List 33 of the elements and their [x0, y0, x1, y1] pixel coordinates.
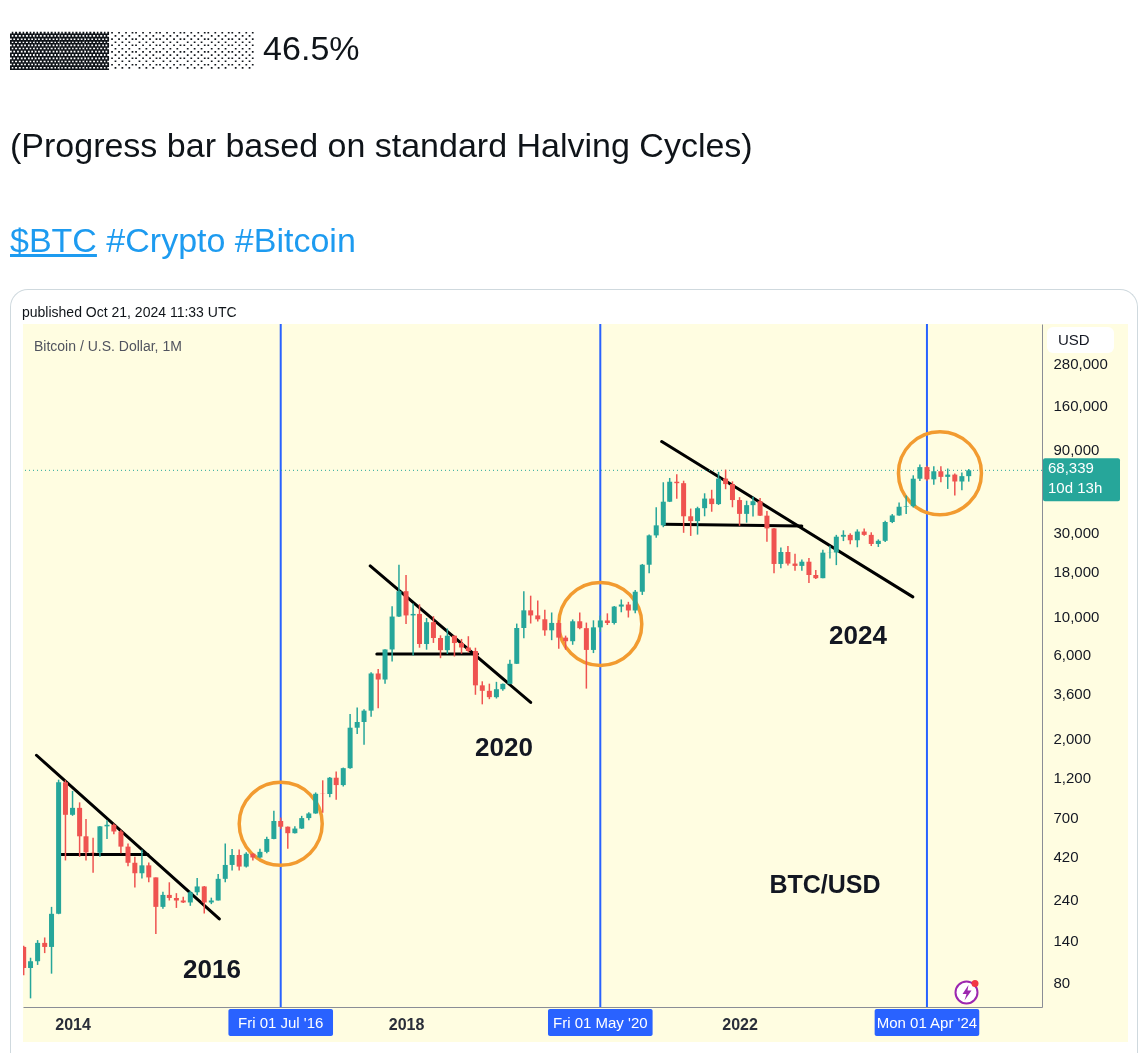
- y-tick-label: 6,000: [1053, 646, 1092, 664]
- text: Bitcoin / U.S. Dollar, 1M: [34, 337, 182, 355]
- text: (Progress bar based on standard Halving Cycles): [10, 125, 753, 165]
- y-tick-label: 420: [1053, 848, 1079, 866]
- annotation: BTC/USD: [769, 870, 881, 898]
- y-tick-label: 3,600: [1053, 685, 1092, 703]
- y-tick-label: 18,000: [1053, 563, 1100, 581]
- y-tick-label: 700: [1053, 809, 1079, 827]
- y-axis-title: USD: [1047, 327, 1114, 353]
- y-tick-label: 30,000: [1053, 524, 1100, 542]
- y-tick-label: 280,000: [1053, 354, 1108, 372]
- text: $BTC #Crypto #Bitcoin: [10, 220, 356, 260]
- text: published Oct 21, 2024 11:33 UTC: [22, 303, 237, 321]
- y-tick-label: 2,000: [1053, 729, 1092, 747]
- x-tick-label: 2022: [722, 1015, 758, 1033]
- x-tick-label: 2018: [388, 1015, 425, 1033]
- annotation: 2024: [829, 620, 888, 650]
- ref-line-label: Mon 01 Apr '24: [876, 1014, 978, 1031]
- y-tick-label: 240: [1053, 890, 1079, 908]
- y-tick-label: 140: [1053, 931, 1079, 949]
- annotation: 2020: [475, 732, 533, 762]
- y-tick-label: 1,200: [1053, 768, 1092, 786]
- y-tick-label: 90,000: [1053, 440, 1100, 458]
- annotation: 2016: [183, 954, 241, 984]
- x-tick-label: 2014: [55, 1015, 91, 1033]
- y-tick-label: 160,000: [1053, 397, 1108, 415]
- y-tick-label: 10,000: [1053, 607, 1100, 625]
- text: 10d 13h: [1048, 479, 1103, 497]
- text: ▓▓▓▓░░░░░░ 46.5%: [10, 28, 360, 68]
- ref-line-label: 68,339: [1048, 459, 1094, 477]
- ref-line-label: Fri 01 May '20: [553, 1014, 648, 1031]
- y-tick-label: 80: [1053, 974, 1071, 992]
- ref-line-label: Fri 01 Jul '16: [238, 1014, 324, 1031]
